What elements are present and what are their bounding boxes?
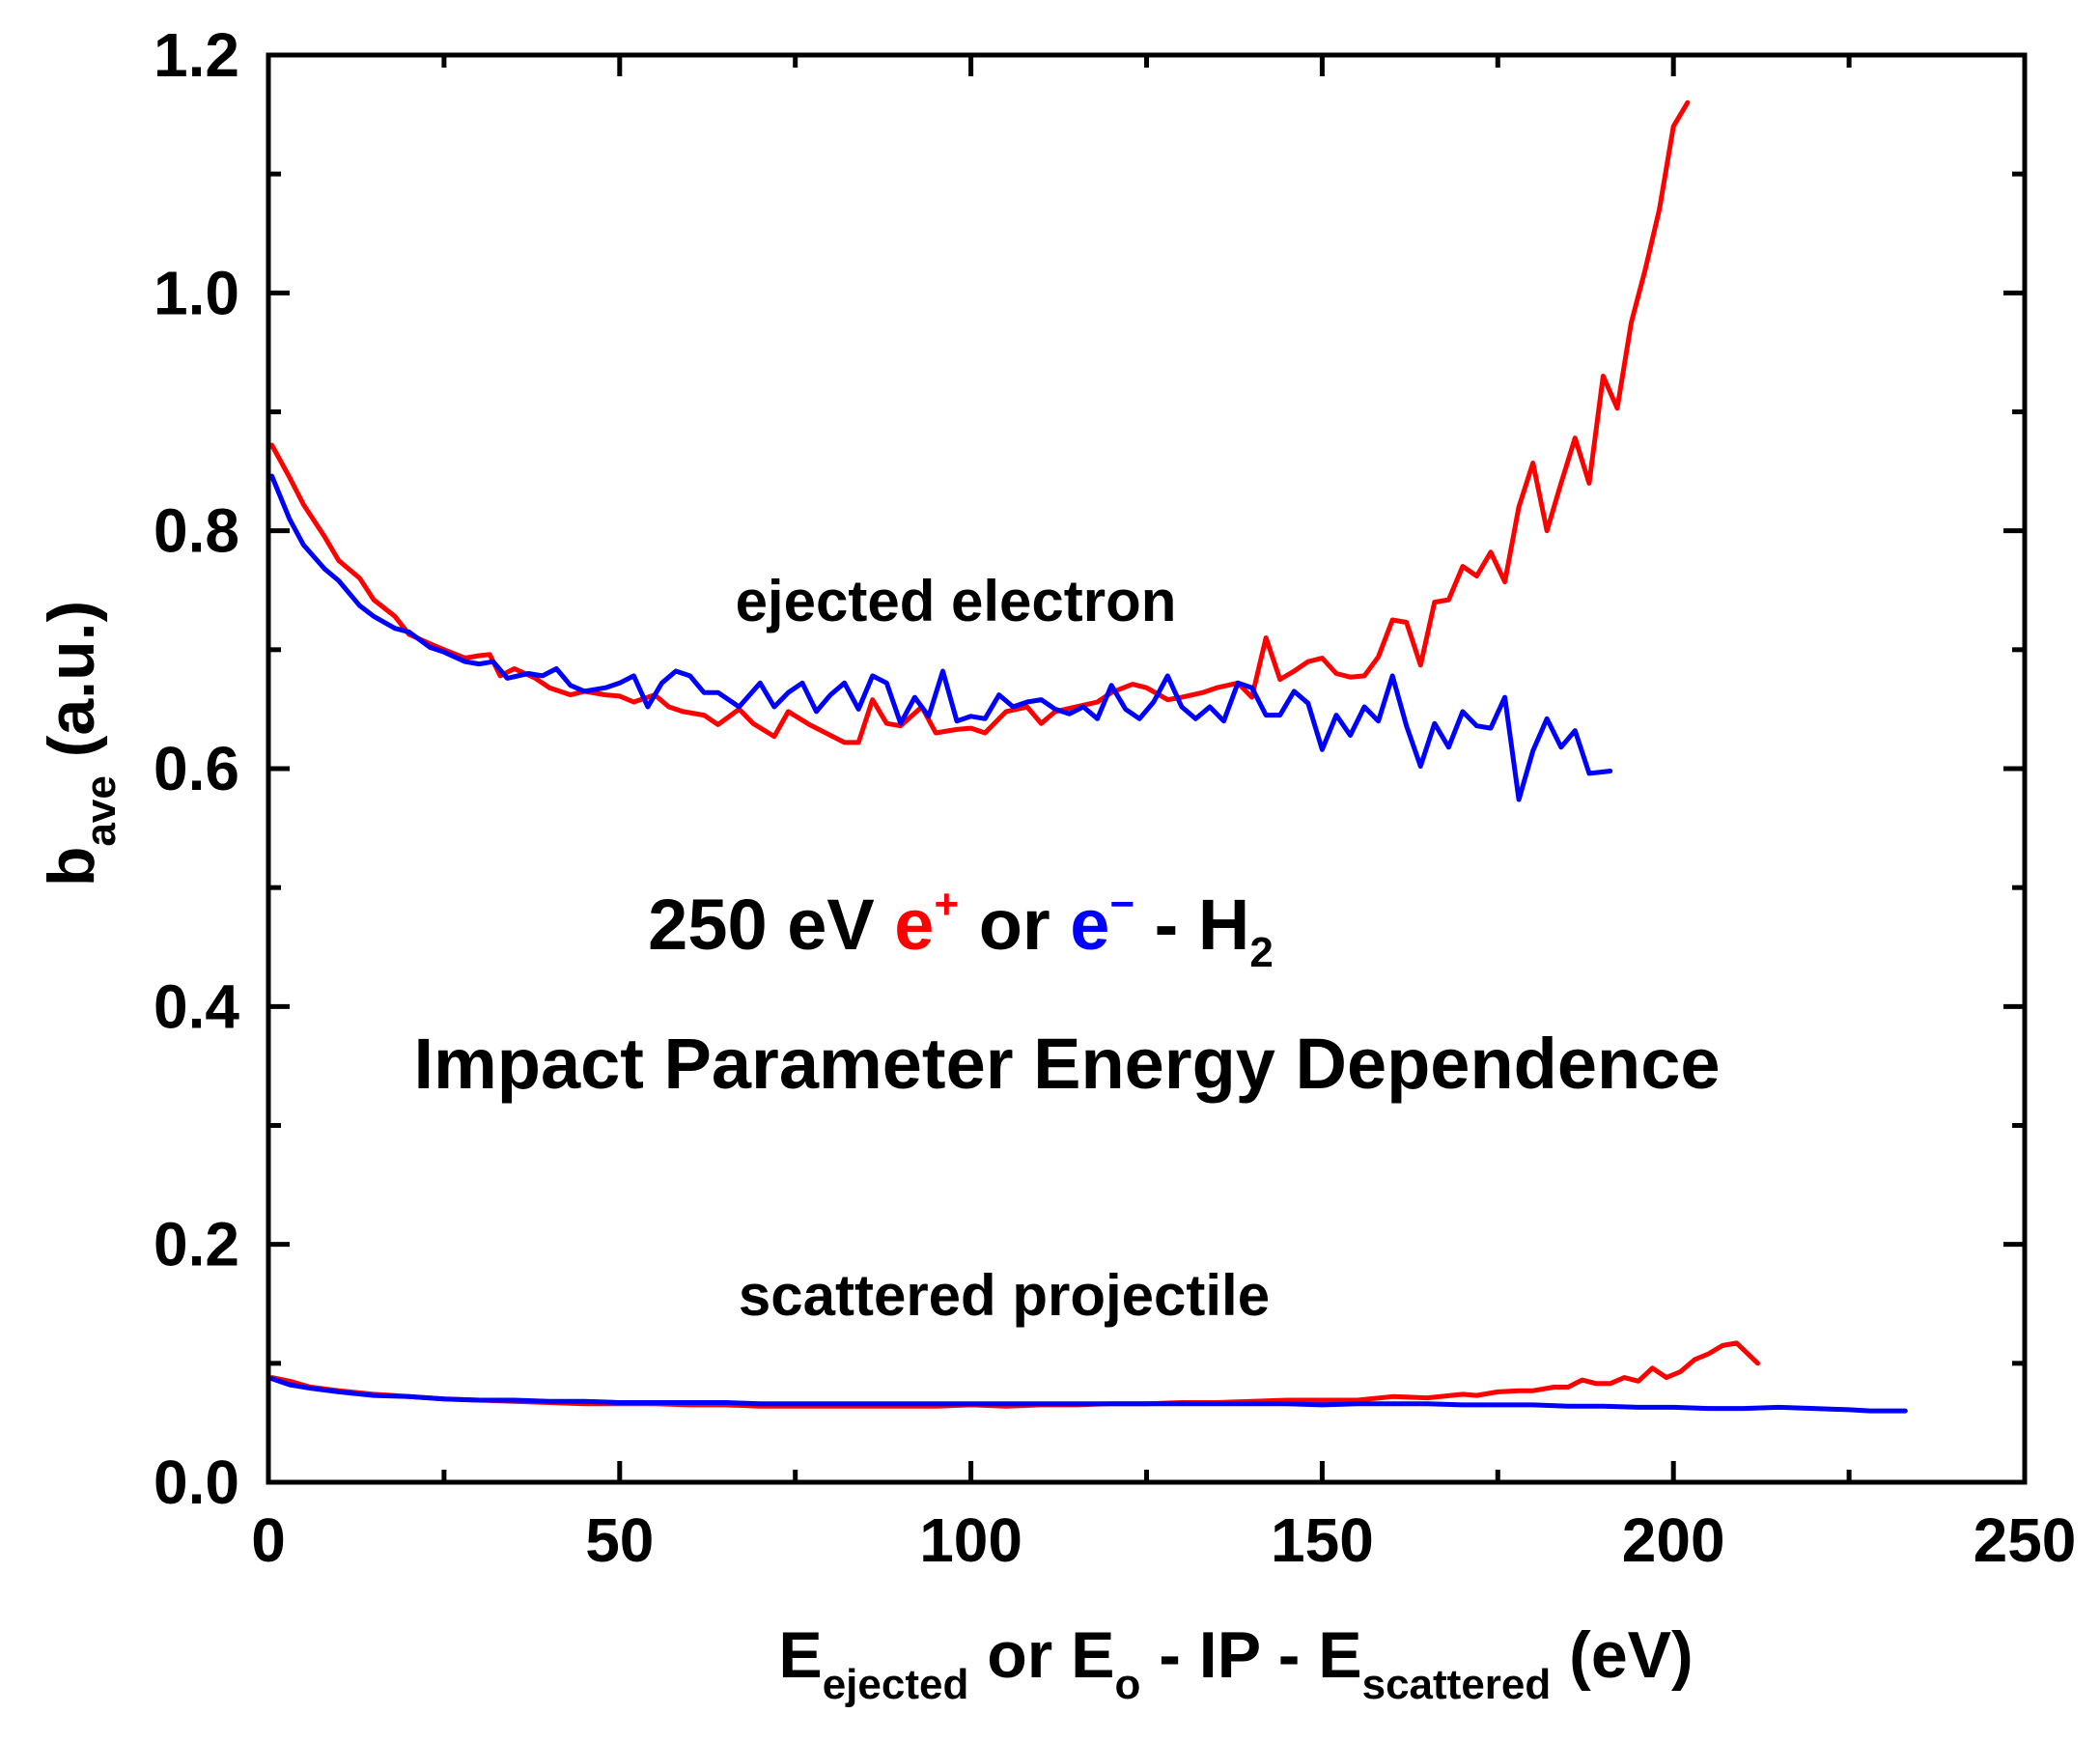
title-positron: e: [894, 885, 934, 965]
annotation-ejected-electron: ejected electron: [736, 569, 1177, 633]
xlabel-sub-ejected: ejected: [823, 1661, 969, 1708]
annotation-scattered-projectile: scattered projectile: [739, 1263, 1270, 1328]
series-line-2: [269, 473, 1613, 802]
y-tick-label: 0.8: [154, 496, 239, 566]
x-axis-label: Eejected or Eo - IP - Escattered (eV): [778, 1618, 1693, 1708]
plot-frame: [266, 52, 2028, 1485]
chart-title-line1: 250 eV e+ or e− - H2: [648, 881, 1274, 976]
x-tick-label: 100: [919, 1505, 1022, 1575]
ylabel-unit: (a.u.): [35, 601, 108, 775]
xlabel-mid: - IP - E: [1140, 1618, 1361, 1692]
title-target-sub: 2: [1249, 929, 1273, 976]
title-positron-sup: +: [934, 881, 959, 928]
y-tick-label: 0.0: [154, 1447, 239, 1517]
ylabel-sub: ave: [77, 775, 125, 846]
title-target: - H: [1134, 885, 1249, 965]
y-tick-label: 0.6: [154, 734, 239, 803]
title-electron: e: [1070, 885, 1109, 965]
x-tick-label: 50: [585, 1505, 654, 1575]
x-tick-label: 150: [1271, 1505, 1374, 1575]
series-layer: [269, 99, 1908, 1414]
title-prefix: 250 eV: [648, 885, 894, 965]
ylabel-main: b: [35, 847, 108, 887]
x-tick-label: 200: [1622, 1505, 1725, 1575]
x-tick-label: 250: [1974, 1505, 2077, 1575]
xlabel-e1: E: [778, 1618, 822, 1692]
y-tick-label: 1.0: [154, 258, 239, 327]
series-line-4: [269, 1376, 1908, 1414]
xlabel-sub-scattered: scattered: [1362, 1661, 1552, 1708]
title-or: or: [959, 885, 1070, 965]
xlabel-or-e: or E: [968, 1618, 1114, 1692]
y-tick-label: 0.4: [154, 971, 239, 1041]
xlabel-unit: (eV): [1551, 1618, 1693, 1692]
chart-title-line2: Impact Parameter Energy Dependence: [413, 1024, 1720, 1104]
title-electron-sup: −: [1109, 881, 1134, 928]
ticks-layer: 0 50 100 150 200 250 0.0 0.2 0.4 0.6 0.8 1.0 1.2: [154, 20, 2076, 1575]
y-axis-label: bave (a.u.): [35, 601, 125, 886]
y-tick-label: 1.2: [154, 20, 239, 90]
y-tick-label: 0.2: [154, 1210, 239, 1279]
xlabel-sub-o: o: [1114, 1661, 1140, 1708]
x-tick-label: 0: [251, 1505, 286, 1575]
series-line-1: [269, 99, 1691, 745]
